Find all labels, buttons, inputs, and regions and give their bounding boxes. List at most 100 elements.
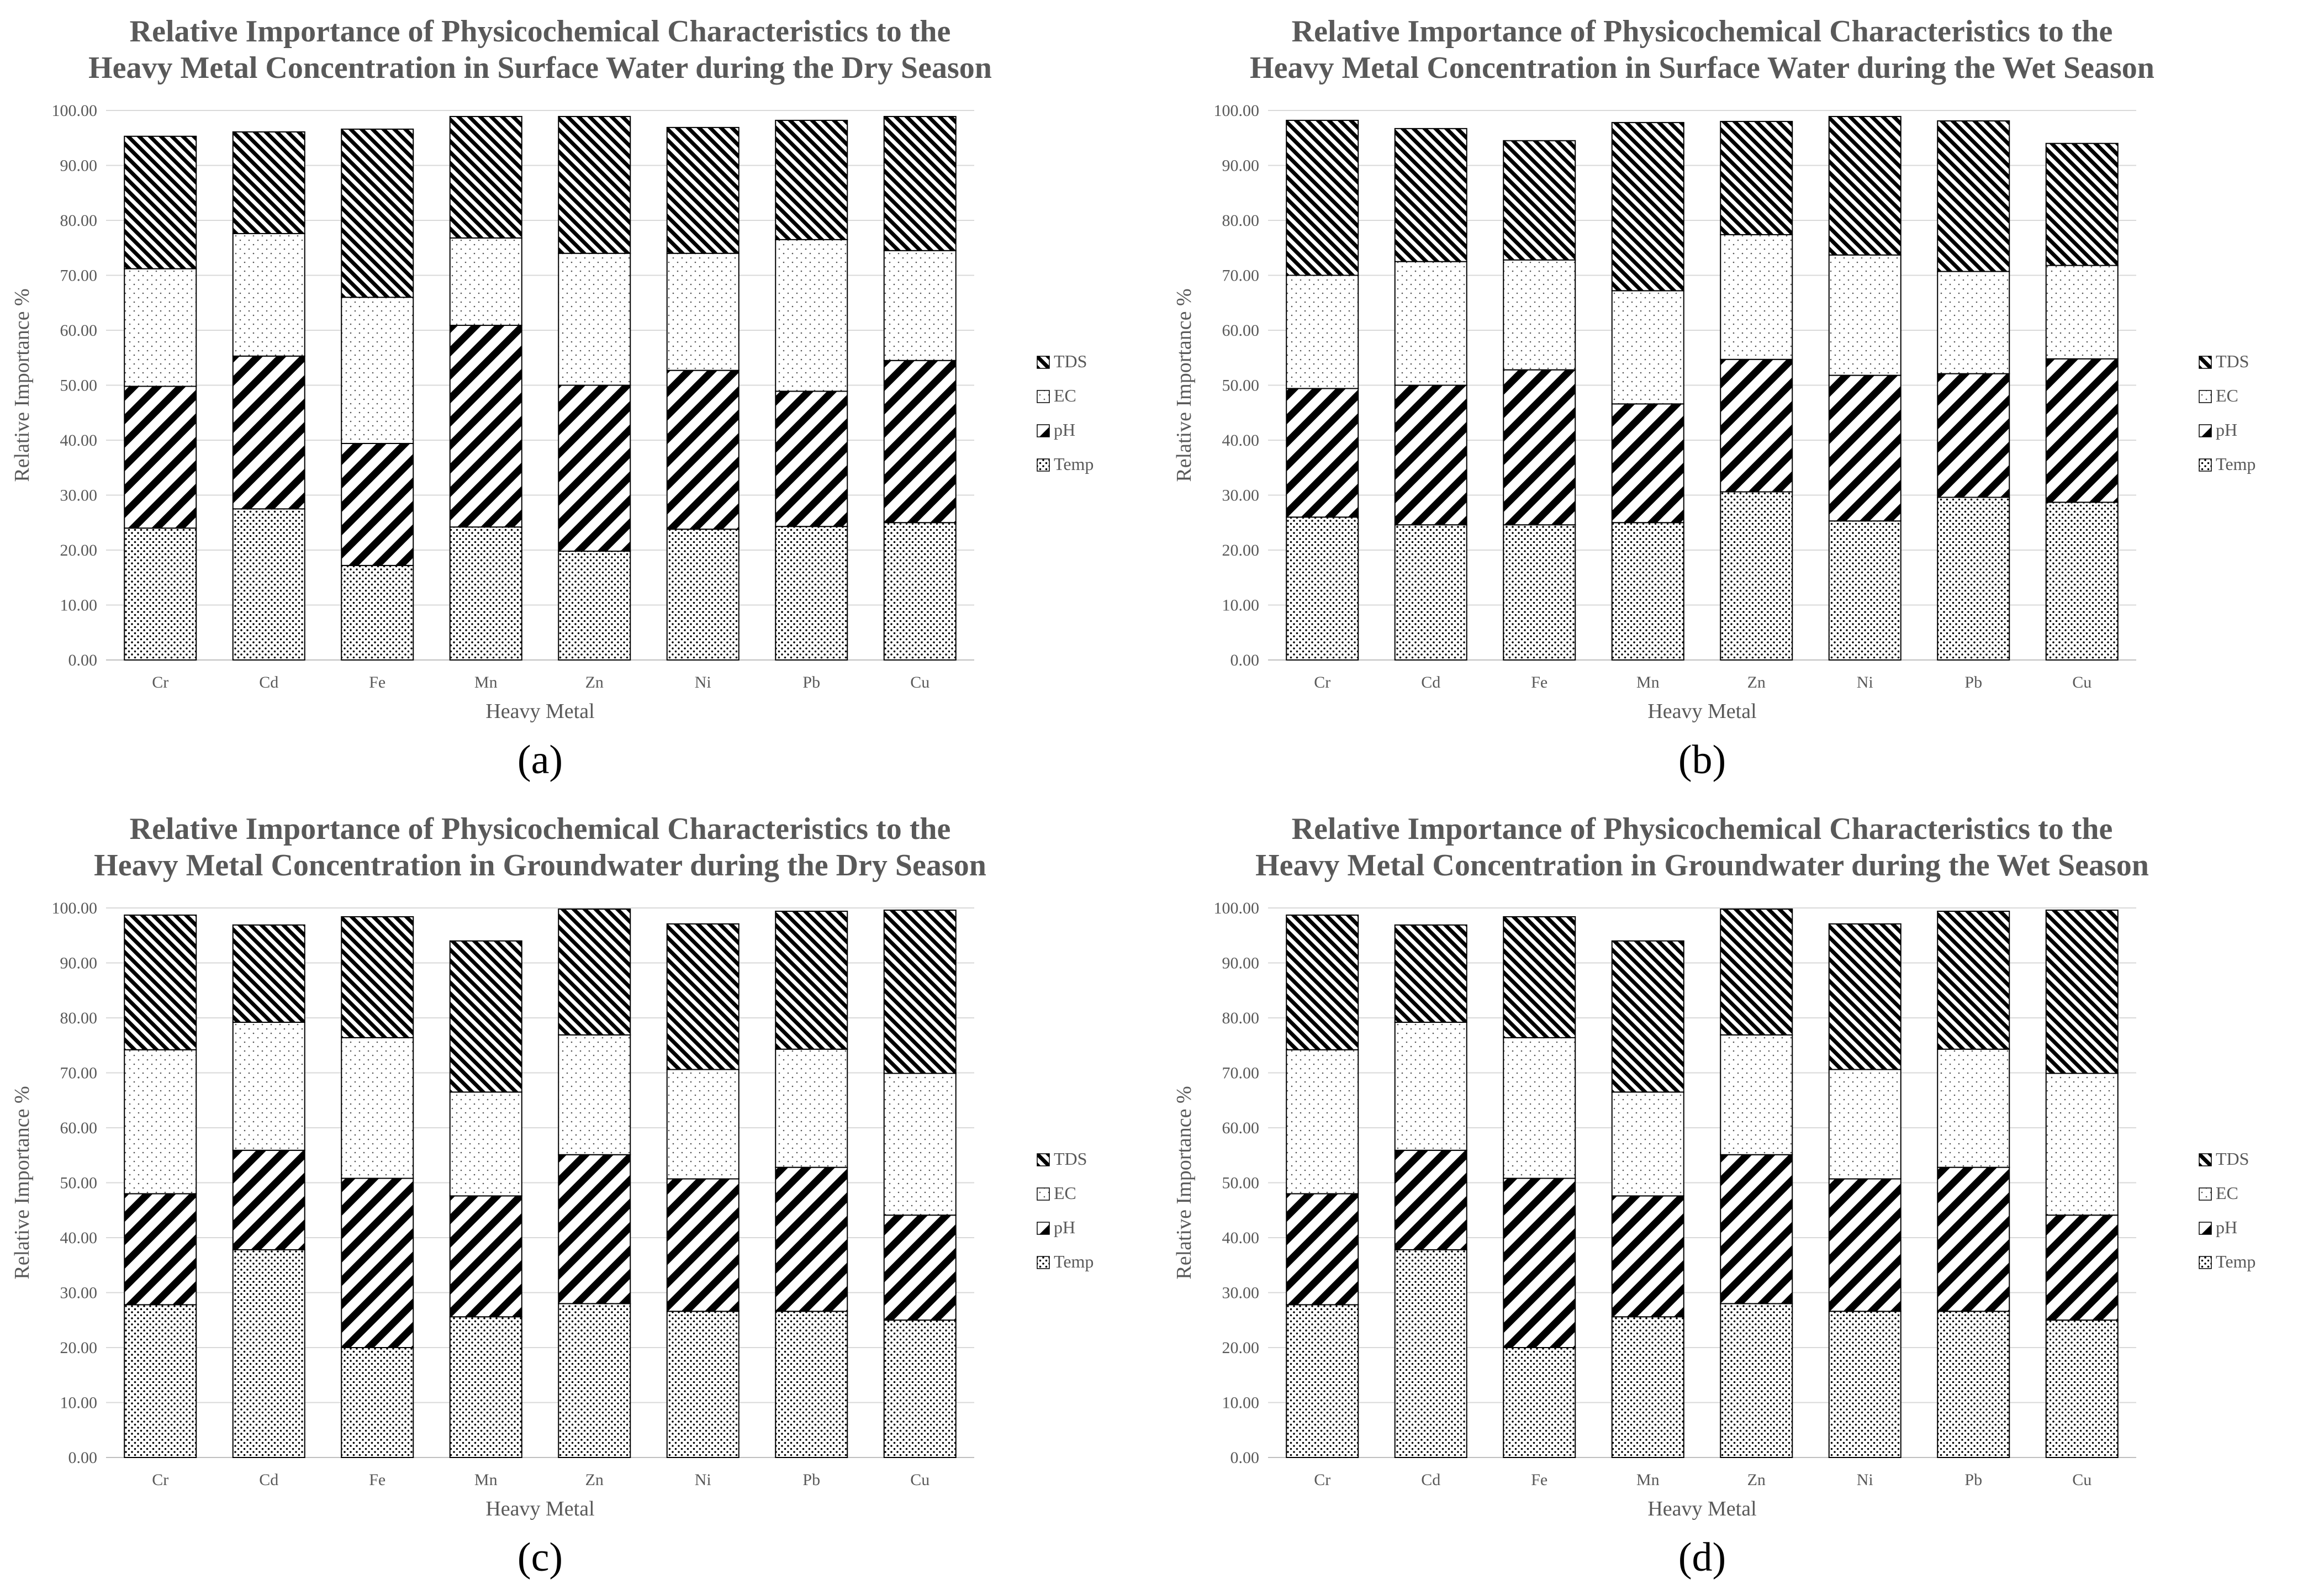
legend-label-ec: EC (2216, 1183, 2238, 1203)
legend-label-ph: pH (2216, 420, 2237, 440)
chart-panel-b: Relative Importance of Physicochemical C… (1162, 0, 2324, 798)
bar-segment-temp-fe (1503, 524, 1576, 661)
y-axis-label: Relative Importance % (10, 1086, 34, 1279)
legend-swatch-ph (2199, 424, 2212, 437)
chart-title-line: Heavy Metal Concentration in Groundwater… (1255, 848, 2149, 883)
x-tick-label: Pb (802, 1471, 820, 1489)
y-tick-label: 20.00 (1222, 541, 1260, 559)
y-tick-label: 50.00 (1222, 1174, 1260, 1192)
bar-segment-temp-cu (883, 1319, 957, 1458)
legend-swatch-tds (2199, 1153, 2212, 1166)
panel-label: (c) (517, 1535, 563, 1580)
bar-segment-tds-cr (1286, 914, 1359, 1050)
chart-title-line: Relative Importance of Physicochemical C… (1292, 14, 2113, 49)
x-tick-label: Mn (1636, 1471, 1660, 1489)
bar-segment-tds-pb (1937, 910, 2010, 1050)
legend-swatch-temp (2199, 458, 2212, 472)
legend-swatch-tds (1037, 356, 1050, 369)
bar-segment-ph-ni (666, 369, 740, 530)
legend-label-temp: Temp (2216, 454, 2256, 474)
bar-segment-tds-cd (232, 131, 305, 234)
y-tick-label: 40.00 (1222, 1229, 1260, 1247)
x-tick-label: Pb (802, 673, 820, 691)
y-tick-label: 40.00 (1222, 431, 1260, 450)
x-tick-label: Cu (2072, 1471, 2091, 1489)
bar-segment-tds-zn (1720, 120, 1793, 235)
bar-segment-ph-mn (449, 1195, 522, 1318)
bar-segment-ec-mn (449, 237, 522, 326)
bar-segment-ec-cr (124, 1049, 197, 1195)
bar-segment-tds-pb (775, 910, 848, 1050)
y-tick-label: 100.00 (52, 102, 98, 120)
y-tick-label: 30.00 (1222, 1284, 1260, 1302)
y-tick-label: 10.00 (1222, 1394, 1260, 1412)
bar-segment-ec-zn (558, 1034, 631, 1155)
legend-swatch-temp (1037, 458, 1050, 472)
x-tick-label: Cr (1314, 673, 1330, 691)
x-tick-label: Cu (910, 1471, 929, 1489)
legend-swatch-temp (2199, 1256, 2212, 1269)
bar-segment-tds-cd (1394, 128, 1467, 262)
y-tick-label: 60.00 (60, 1119, 98, 1137)
bar-segment-temp-zn (1720, 1303, 1793, 1459)
bar-segment-temp-cd (1394, 524, 1467, 661)
y-tick-label: 0.00 (68, 1449, 98, 1467)
bar-segment-tds-cu (2045, 909, 2119, 1074)
y-tick-label: 60.00 (1222, 1119, 1260, 1137)
x-tick-label: Pb (1964, 673, 1982, 691)
bar-segment-ec-cd (232, 233, 305, 357)
bar-segment-tds-cu (883, 115, 957, 251)
chart-panel-a: Relative Importance of Physicochemical C… (0, 0, 1162, 798)
x-tick-label: Fe (369, 1471, 385, 1489)
bar-segment-ph-cr (124, 1193, 197, 1306)
bar-segment-temp-cu (883, 522, 957, 661)
bar-segment-temp-mn (449, 526, 522, 661)
y-tick-label: 40.00 (60, 1229, 98, 1247)
bar-segment-ec-fe (341, 297, 414, 444)
y-tick-label: 80.00 (1222, 212, 1260, 230)
chart-svg-c: Relative Importance of Physicochemical C… (10, 812, 1094, 1580)
bar-segment-ec-cd (1394, 261, 1467, 386)
x-tick-label: Ni (695, 673, 711, 691)
bar-segment-temp-zn (558, 550, 631, 661)
x-tick-label: Ni (1857, 1471, 1873, 1489)
y-tick-label: 10.00 (60, 1394, 98, 1412)
bar-segment-temp-pb (1937, 497, 2010, 661)
x-tick-label: Zn (1747, 1471, 1766, 1489)
bar-segment-ec-pb (775, 239, 848, 392)
legend-swatch-ec (1037, 390, 1050, 403)
bar-segment-ec-cr (124, 268, 197, 387)
bar-segment-ec-mn (1611, 1091, 1684, 1197)
bar-segment-ec-fe (341, 1037, 414, 1179)
bar-segment-ec-fe (1503, 1037, 1576, 1179)
chart-svg-a: Relative Importance of Physicochemical C… (10, 14, 1094, 783)
bar-segment-ph-cd (232, 1149, 305, 1250)
bar-segment-tds-zn (1720, 908, 1793, 1036)
legend-swatch-ph (1037, 1222, 1050, 1235)
y-tick-label: 30.00 (60, 1284, 98, 1302)
y-tick-label: 30.00 (60, 487, 98, 505)
bar-segment-tds-ni (666, 923, 740, 1070)
x-tick-label: Cr (1314, 1471, 1330, 1489)
x-tick-label: Zn (1747, 673, 1766, 691)
chart-title-line: Heavy Metal Concentration in Surface Wat… (1250, 51, 2154, 85)
x-tick-label: Cr (152, 1471, 168, 1489)
y-tick-label: 70.00 (60, 1064, 98, 1082)
y-tick-label: 0.00 (1230, 1449, 1260, 1467)
y-axis-label: Relative Importance % (10, 288, 34, 482)
legend-swatch-temp (1037, 1256, 1050, 1269)
bar-segment-ph-fe (1503, 369, 1576, 526)
bar-segment-ec-mn (449, 1091, 522, 1197)
y-tick-label: 50.00 (1222, 377, 1260, 395)
bar-segment-tds-ni (1828, 115, 1902, 256)
y-tick-label: 50.00 (60, 377, 98, 395)
bar-segment-ph-cu (2045, 1214, 2119, 1321)
x-tick-label: Ni (695, 1471, 711, 1489)
bar-segment-temp-ni (1828, 520, 1902, 661)
panel-label: (b) (1678, 737, 1726, 783)
bar-segment-ec-zn (558, 252, 631, 386)
bar-segment-ph-pb (775, 390, 848, 527)
legend-label-tds: TDS (2216, 351, 2249, 371)
bar-segment-ph-pb (1937, 1166, 2010, 1312)
bar-segment-temp-ni (666, 529, 740, 661)
